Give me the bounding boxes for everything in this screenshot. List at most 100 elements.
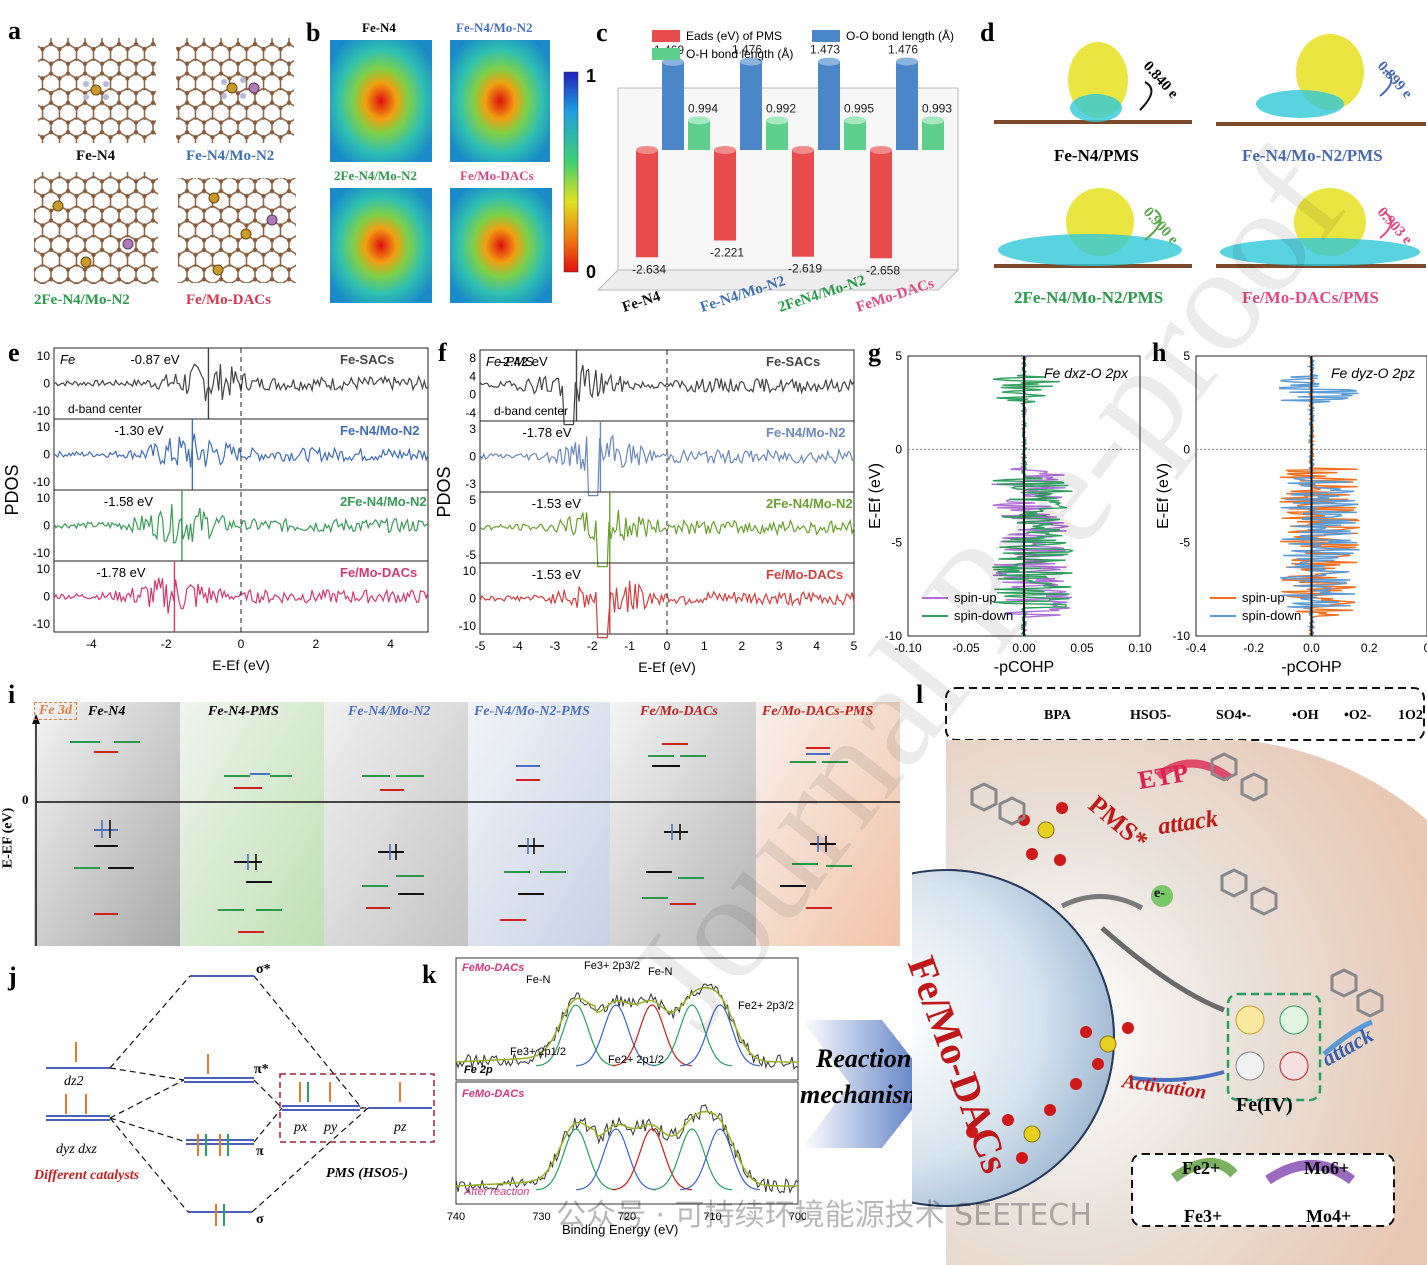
bar-eads-2 [792,150,814,257]
pdos-center-label-0: -0.87 eV [130,352,179,367]
pdos-tag-0: Fe-PMS [486,354,534,369]
cdd-fe-n4-pms [994,42,1192,124]
legend-hso5: HSO5- [1130,708,1172,723]
xps-xlabel: Binding Energy (eV) [562,1222,679,1237]
cohp-xtick-2: 0.00 [1012,641,1036,655]
cohp-xtick-3: 0.05 [1070,641,1094,655]
level-pi-star: π* [254,1062,269,1077]
xps-envelope-bottom [455,1110,798,1187]
cohp-title: Fe dyz-O 2pz [1331,365,1415,381]
cdd-name-4: Fe/Mo-DACs/PMS [1242,288,1379,307]
bar-oo-top-2 [818,57,840,66]
legend-swatch-2 [652,48,680,60]
panel-label-c: c [596,18,608,47]
bar-eads-label-3: -2.658 [866,263,900,277]
panel-label-d: d [980,18,995,47]
orbital-col-5: Fe/Mo-DACs [640,704,718,719]
lattice-structures [34,38,296,284]
bar-eads-1 [714,150,736,241]
right-px: px [294,1120,308,1135]
charge-density-figures [994,34,1426,268]
orbital-col-bg-4 [468,702,610,946]
cohp-xtick-3: 0.2 [1361,641,1378,655]
bar-eads-top-1 [714,146,736,154]
pdos-ytick-2-2: -10 [33,546,51,560]
panel-b: b Fe-N4 Fe-N4/Mo-N2 2Fe-N4/Mo-N2 Fe/Mo-D… [300,0,610,320]
pdos-xtick-1: -2 [161,637,172,651]
pdos-curve-2 [53,504,429,544]
orbital-levels [70,741,852,933]
pdos-xtick-3: -2 [587,639,598,653]
xps-top-subtitle: Fe 2p [464,1064,493,1076]
label-fe-n4-mo-n2: Fe-N4/Mo-N2 [186,148,275,164]
pdos-xtick-7: 2 [738,639,745,653]
xps-frame-top [455,957,799,1081]
panel-label-k: k [422,960,437,989]
pdos-ytick-3-0: 10 [37,562,51,576]
panel-label-h: h [1152,338,1167,367]
pdos-ytick-2-2: -5 [465,548,476,562]
orbital-col-bg-3 [324,702,468,946]
orbital-col-bg-1 [34,702,180,946]
pdos-center-label-3: -1.53 eV [532,567,581,582]
pdos-xtick-3: 2 [312,637,319,651]
legend-swatch-1 [812,30,840,42]
pdos-center-label-2: -1.53 eV [532,496,581,511]
xps-peak-6: Fe2+ 2p1/2 [608,1054,664,1066]
pdos-center-label-1: -1.78 eV [522,425,571,440]
bar-oh-3 [922,120,944,150]
reaction-arrow: Reaction mechanism [792,1000,942,1200]
xps-raw-bottom [455,1104,799,1195]
pdos-xtick-4: 4 [387,637,394,651]
panel-j: j σ [0,950,440,1265]
xps-xtick-0: 740 [447,1211,465,1223]
label-fe2: Fe2+ [1182,1158,1221,1178]
xps-peak-2: Fe-N [526,974,551,986]
elf-maps [330,40,579,303]
panel-l: l [899,680,1427,1265]
bar-oh-label-0: 0.994 [688,101,718,115]
xps-fit-top-0 [535,1004,617,1067]
panel-a: a Fe-N4 Fe-N4/Mo-N2 2Fe-N4/Mo-N2 Fe/Mo-D… [0,0,300,320]
pdos-ytick-0-1: 4 [469,369,476,383]
mechanism-scheme [912,687,1427,1265]
mechanism-arrow-shape [802,1020,932,1148]
pdos-ytick-2-0: 10 [37,491,51,505]
pdos-xtick-8: 3 [776,639,783,653]
right-pz: pz [394,1120,407,1135]
xps-fit-top-2 [611,1004,693,1067]
cohp-xtick-1: -0.2 [1243,641,1264,655]
cdd-2fe-n4-mo-n2-pms [994,188,1192,268]
xps-fit-top-3 [651,1004,733,1067]
orbital-tag-fe-3d: Fe 3d [34,702,78,720]
xps-fit-bottom-3 [651,1128,733,1191]
pdos-center-label-3: -1.78 eV [96,565,145,580]
legend-text-2: O-H bond length (Å) [686,46,793,61]
cdd-fe-n4-mo-n2-pms [1216,34,1426,126]
orbital-col-bg-6 [756,702,900,946]
pdos-xtick-2: 0 [238,637,245,651]
cohp-xtick-0: -0.4 [1186,641,1207,655]
elf-title-fe-mo-dacs: Fe/Mo-DACs [460,168,534,183]
cohp-ytick-1: 0 [895,442,902,456]
cohp-ylabel: E-Ef (eV) [867,463,884,529]
cohp-xlabel: -pCOHP [1281,659,1341,676]
legend-o2: •O2- [1344,708,1372,723]
orbital-spins [101,820,827,870]
orbital-col-3: Fe-N4/Mo-N2 [348,704,431,719]
cohp-ytick-2: -5 [891,536,902,550]
bar-category-0: Fe-N4 [620,288,663,315]
legend-swatch-0 [652,30,680,42]
bar-oh-1 [766,120,788,150]
cohp-curve-1 [1279,355,1360,637]
cdd-name-1: Fe-N4/PMS [1054,146,1139,165]
pdos-xtick-5: 0 [664,639,671,653]
orbital-col-6: Fe/Mo-DACs-PMS [762,704,874,719]
legend-text-0: Eads (eV) of PMS [686,29,782,43]
scale-min: 0 [586,262,597,282]
bar-oo-top-1 [740,57,762,66]
xps-fit-top-4 [679,1004,761,1067]
bar-chart-c: -2.6341.4690.994Fe-N4-2.2211.4760.992Fe-… [596,28,960,316]
mo-diagram [46,975,435,1226]
pdos-row-name-0: Fe-SACs [340,352,394,367]
